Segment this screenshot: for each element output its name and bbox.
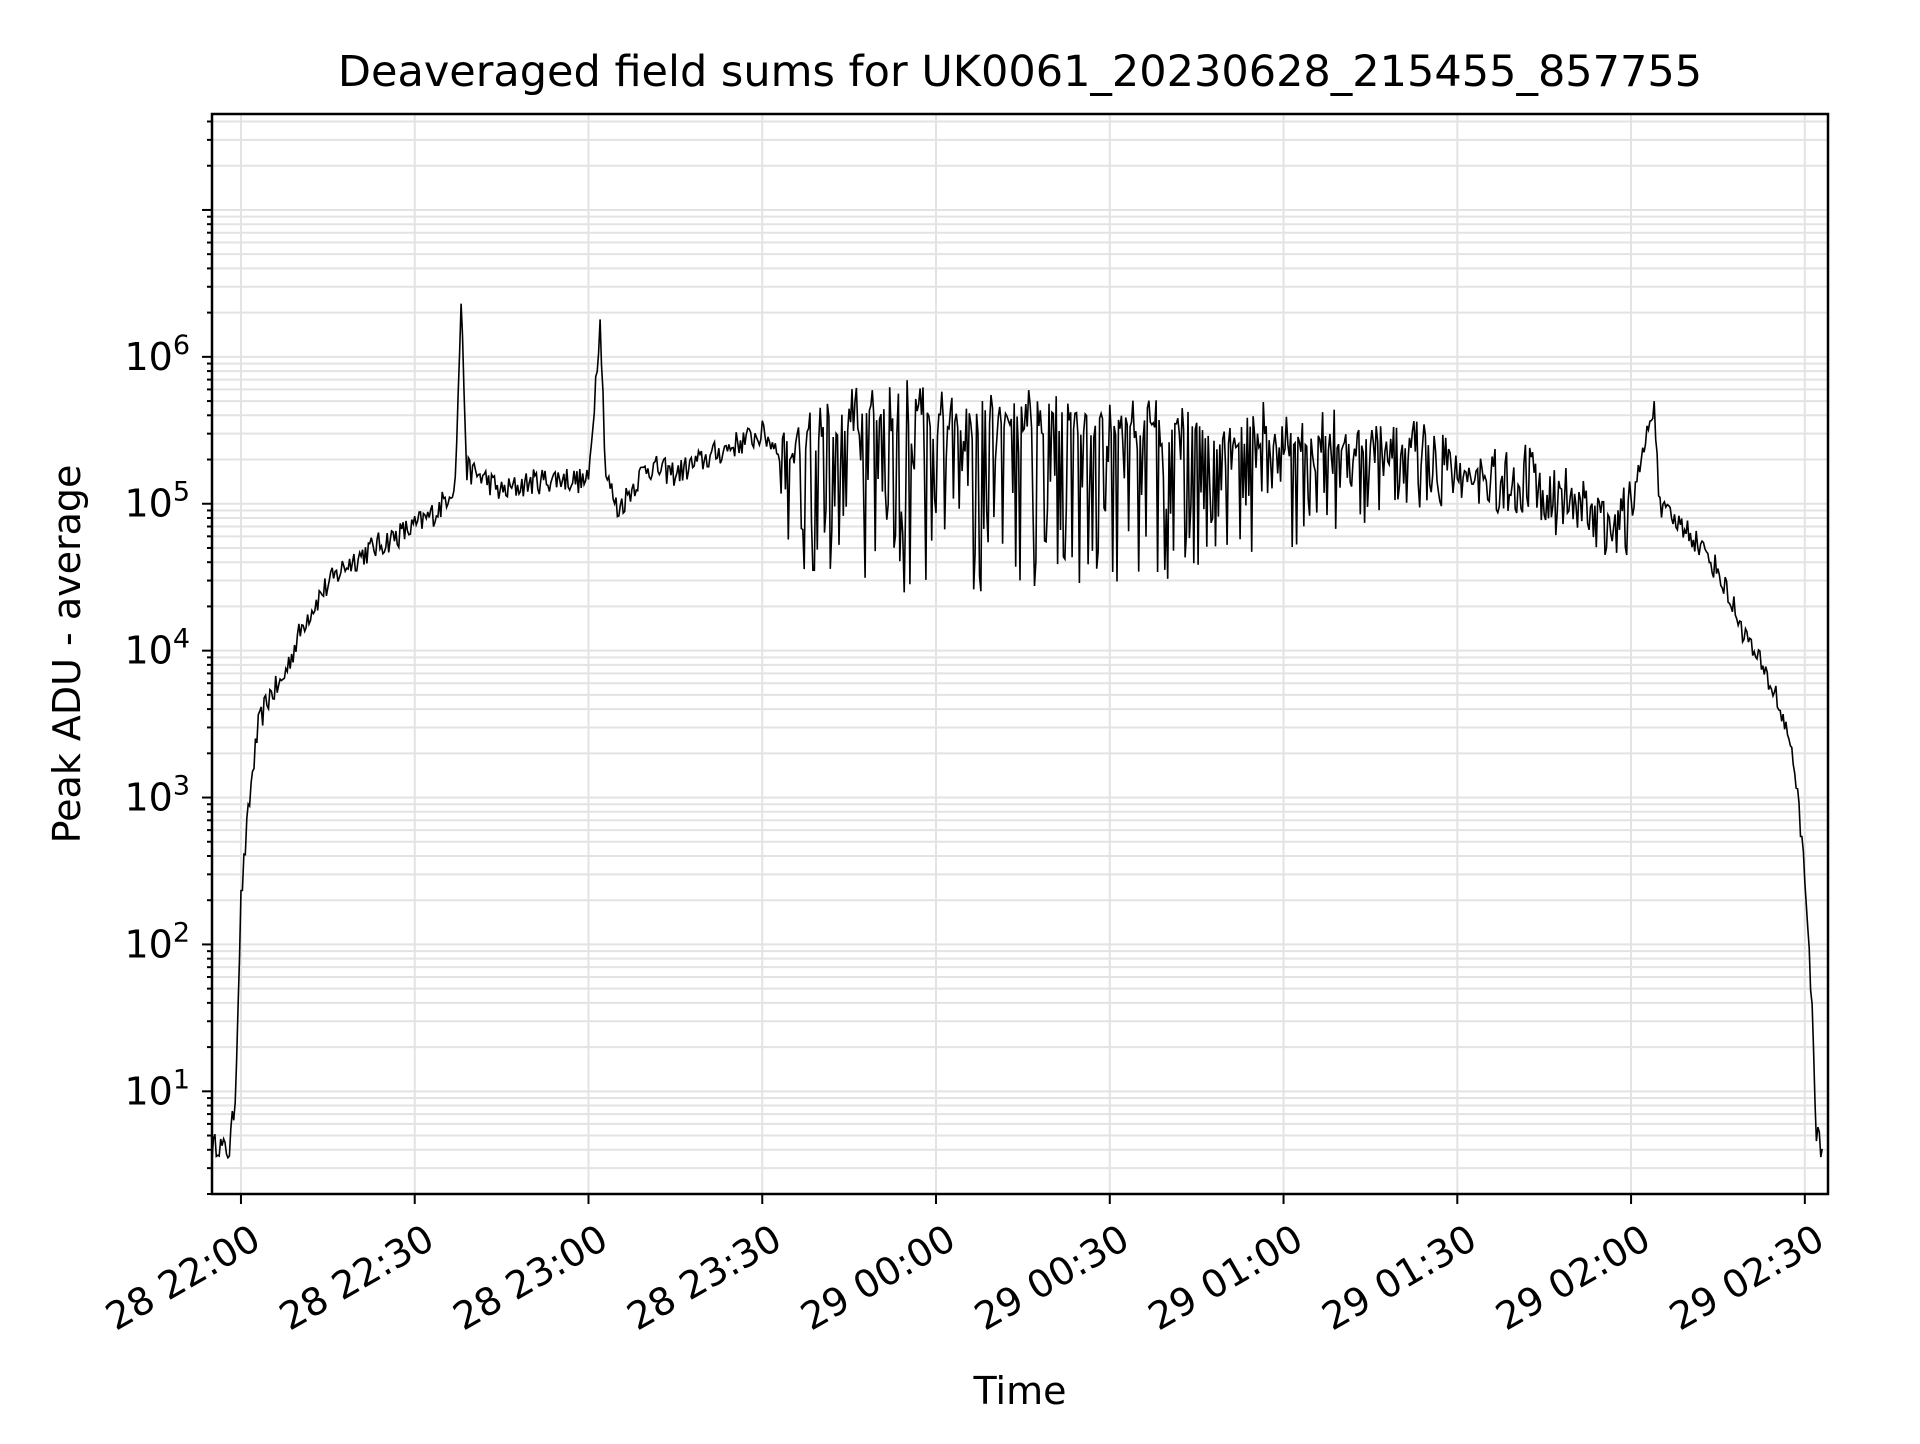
- series-layer: [211, 303, 1823, 1161]
- y-tick-exponent: 1: [173, 1064, 190, 1095]
- y-tick-exponent: 4: [173, 624, 190, 655]
- y-axis-label: Peak ADU - average: [45, 465, 89, 844]
- grid: [212, 114, 1828, 1195]
- series-line: [211, 303, 1823, 1161]
- x-axis-label: Time: [973, 1369, 1067, 1413]
- y-tick-label: 104: [124, 624, 190, 673]
- y-tick-exponent: 5: [173, 477, 190, 508]
- chart-title: Deaveraged field sums for UK0061_2023062…: [338, 47, 1702, 97]
- plot-frame: [210, 112, 1830, 1196]
- y-tick-exponent: 2: [173, 917, 190, 948]
- y-tick-exponent: 6: [173, 330, 190, 361]
- y-tick-exponent: 3: [173, 771, 190, 802]
